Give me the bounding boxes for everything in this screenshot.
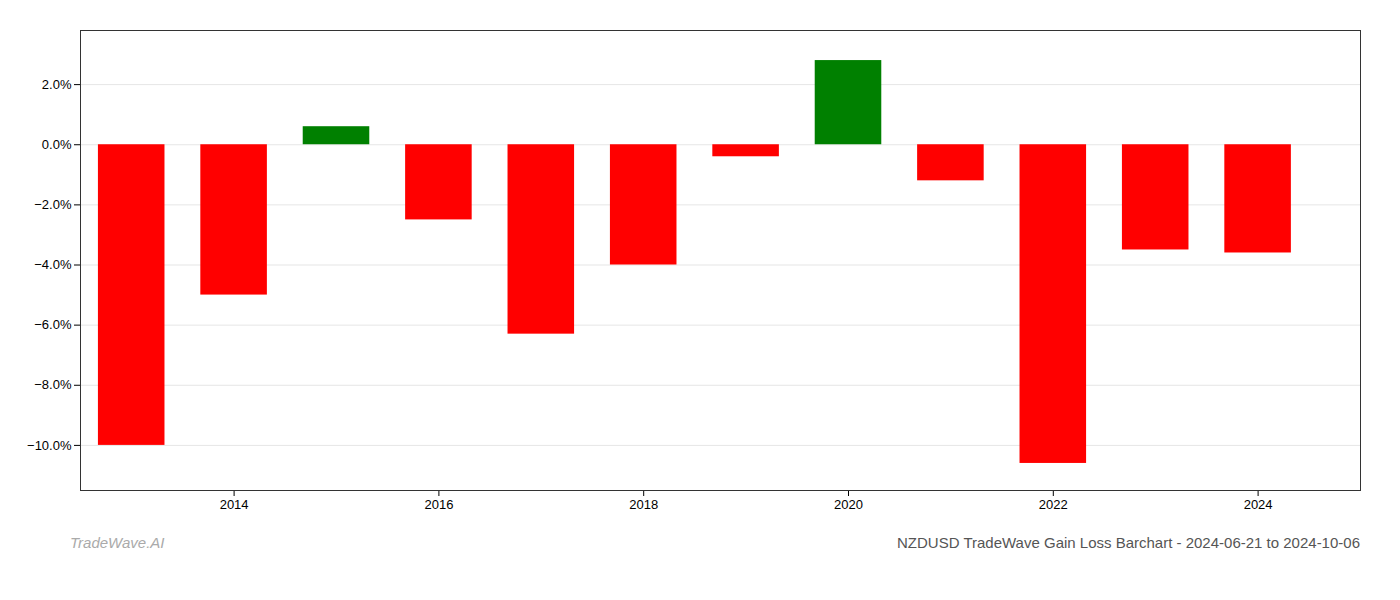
svg-text:0.0%: 0.0% <box>42 137 72 152</box>
svg-text:2024: 2024 <box>1244 497 1273 512</box>
svg-text:2022: 2022 <box>1039 497 1068 512</box>
svg-text:−8.0%: −8.0% <box>34 377 72 392</box>
html-text:TradeWave.AI: TradeWave.AI <box>70 534 165 551</box>
html-text:NZDUSD TradeWave Gain Loss Bar: NZDUSD TradeWave Gain Loss Barchart - 20… <box>897 534 1360 551</box>
svg-text:2014: 2014 <box>220 497 249 512</box>
svg-text:−4.0%: −4.0% <box>34 257 72 272</box>
svg-text:2020: 2020 <box>834 497 863 512</box>
svg-text:−2.0%: −2.0% <box>34 197 72 212</box>
svg-text:2016: 2016 <box>424 497 453 512</box>
svg-text:−10.0%: −10.0% <box>27 438 72 453</box>
svg-text:2.0%: 2.0% <box>42 77 72 92</box>
svg-text:2018: 2018 <box>629 497 658 512</box>
svg-text:−6.0%: −6.0% <box>34 317 72 332</box>
